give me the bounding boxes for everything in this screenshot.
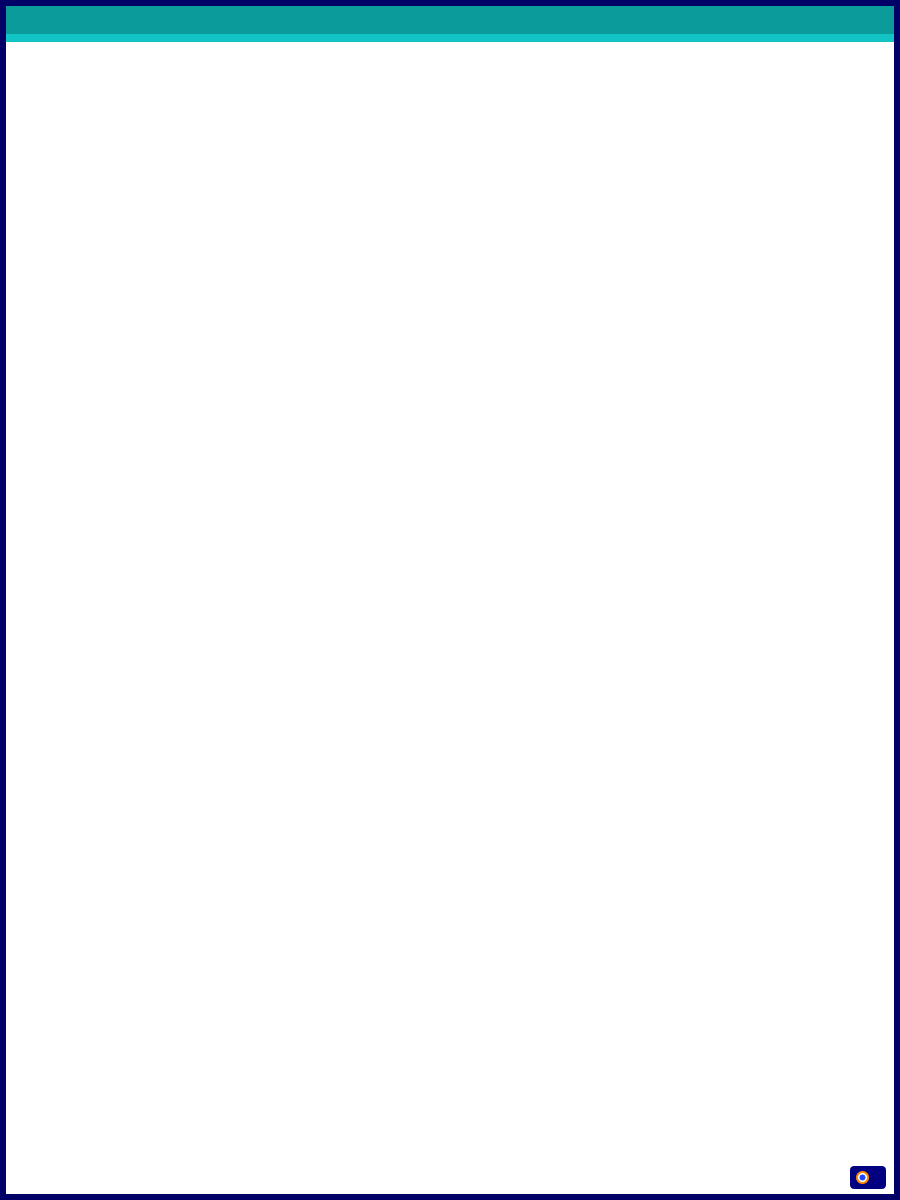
charts-area xyxy=(6,42,894,1034)
weaclim-brand xyxy=(850,1166,886,1189)
weaclim-logo-icon xyxy=(856,1171,869,1184)
grid-elev-row xyxy=(20,10,880,29)
daily-summary-band xyxy=(6,34,894,42)
meteogram-canvas xyxy=(6,42,894,1034)
header xyxy=(6,6,894,34)
